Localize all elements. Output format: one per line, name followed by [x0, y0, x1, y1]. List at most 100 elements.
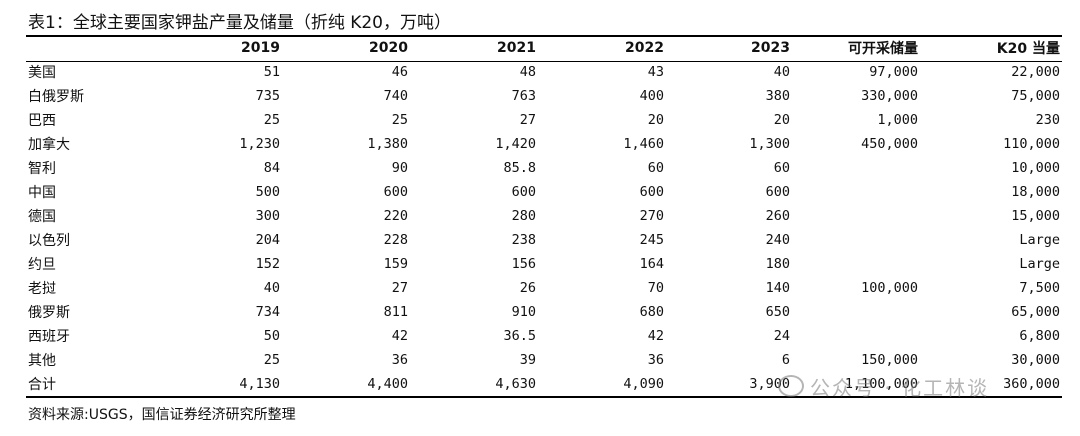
- value-cell: 27: [391, 280, 408, 296]
- value-cell: 36: [391, 352, 408, 368]
- value-cell: 228: [383, 232, 408, 248]
- table-row: 老挝 40 27 26 70 140 100,000 7,500: [28, 276, 1060, 300]
- table-row: 美国 51 46 48 43 40 97,000 22,000: [28, 60, 1060, 84]
- value-cell: 3,900: [749, 376, 790, 392]
- value-cell: 156: [511, 256, 536, 272]
- value-cell: 300: [255, 208, 280, 224]
- value-cell: 1,300: [749, 136, 790, 152]
- value-cell: 220: [383, 208, 408, 224]
- value-cell: 240: [765, 232, 790, 248]
- value-cell: 60: [647, 160, 664, 176]
- value-cell: 50: [263, 328, 280, 344]
- country-cell: 以色列: [28, 233, 70, 249]
- value-cell: 39: [519, 352, 536, 368]
- value-cell: 6,800: [1019, 328, 1060, 344]
- value-cell: 6: [781, 352, 790, 368]
- value-cell: 10,000: [1011, 160, 1060, 176]
- value-cell: 20: [647, 112, 664, 128]
- value-cell: 360,000: [1003, 376, 1060, 392]
- value-cell: 600: [383, 184, 408, 200]
- country-cell: 巴西: [28, 113, 56, 129]
- value-cell: 4,090: [623, 376, 664, 392]
- value-cell: 164: [639, 256, 664, 272]
- table-row: 智利 84 90 85.8 60 60 10,000: [28, 156, 1060, 180]
- value-cell: 40: [263, 280, 280, 296]
- value-cell: 270: [639, 208, 664, 224]
- value-cell: 20: [773, 112, 790, 128]
- header-cell: 2019: [241, 40, 280, 56]
- header-cell: 可开采储量: [848, 41, 918, 57]
- value-cell: 763: [511, 88, 536, 104]
- value-cell: 48: [519, 64, 536, 80]
- value-cell: 159: [383, 256, 408, 272]
- value-cell: 1,420: [495, 136, 536, 152]
- table-row: 德国 300 220 280 270 260 15,000: [28, 204, 1060, 228]
- country-cell: 老挝: [28, 281, 56, 297]
- value-cell: 811: [383, 304, 408, 320]
- value-cell: 1,460: [623, 136, 664, 152]
- value-cell: 910: [511, 304, 536, 320]
- value-cell: 18,000: [1011, 184, 1060, 200]
- value-cell: 260: [765, 208, 790, 224]
- table-row: 俄罗斯 734 811 910 680 650 65,000: [28, 300, 1060, 324]
- value-cell: 25: [391, 112, 408, 128]
- value-cell: 84: [263, 160, 280, 176]
- value-cell: 36.5: [503, 328, 536, 344]
- country-cell: 约旦: [28, 257, 56, 273]
- value-cell: 230: [1035, 112, 1060, 128]
- value-cell: 60: [773, 160, 790, 176]
- value-cell: 36: [647, 352, 664, 368]
- value-cell: 735: [255, 88, 280, 104]
- country-cell: 加拿大: [28, 137, 70, 153]
- table-row: 中国 500 600 600 600 600 18,000: [28, 180, 1060, 204]
- value-cell: 42: [391, 328, 408, 344]
- value-cell: 680: [639, 304, 664, 320]
- value-cell: 25: [263, 352, 280, 368]
- value-cell: 27: [519, 112, 536, 128]
- value-cell: 110,000: [1003, 136, 1060, 152]
- value-cell: [790, 324, 918, 348]
- value-cell: 85.8: [503, 160, 536, 176]
- value-cell: 600: [511, 184, 536, 200]
- table-row: 以色列 204 228 238 245 240 Large: [28, 228, 1060, 252]
- value-cell: 90: [391, 160, 408, 176]
- table-row: 巴西 25 25 27 20 20 1,000 230: [28, 108, 1060, 132]
- value-cell: [790, 180, 918, 204]
- value-cell: 734: [255, 304, 280, 320]
- value-cell: [790, 156, 918, 180]
- table-row: 其他 25 36 39 36 6 150,000 30,000: [28, 348, 1060, 372]
- value-cell: 40: [773, 64, 790, 80]
- value-cell: 1,100,000: [844, 376, 918, 392]
- value-cell: 740: [383, 88, 408, 104]
- country-cell: 其他: [28, 353, 56, 369]
- value-cell: 600: [639, 184, 664, 200]
- watermark: 公众号 · 化工林谈: [778, 372, 989, 401]
- value-cell: 140: [765, 280, 790, 296]
- country-cell: 西班牙: [28, 329, 70, 345]
- value-cell: 450,000: [861, 136, 918, 152]
- value-cell: 4,130: [239, 376, 280, 392]
- value-cell: 400: [639, 88, 664, 104]
- value-cell: [790, 252, 918, 276]
- source-note: 资料来源:USGS，国信证券经济研究所整理: [28, 407, 296, 423]
- value-cell: [790, 300, 918, 324]
- country-cell: 美国: [28, 65, 56, 81]
- country-cell: 俄罗斯: [28, 305, 70, 321]
- country-cell: 合计: [28, 377, 56, 393]
- value-cell: [790, 204, 918, 228]
- bottom-rule: [26, 396, 1062, 398]
- value-cell: 15,000: [1011, 208, 1060, 224]
- value-cell: 650: [765, 304, 790, 320]
- value-cell: 75,000: [1011, 88, 1060, 104]
- value-cell: 43: [647, 64, 664, 80]
- value-cell: 238: [511, 232, 536, 248]
- header-cell: K20 当量: [996, 41, 1060, 57]
- value-cell: Large: [1019, 232, 1060, 248]
- wechat-logo-icon: [778, 375, 804, 397]
- country-cell: 德国: [28, 209, 56, 225]
- header-cell: 2023: [751, 40, 790, 56]
- country-cell: 白俄罗斯: [28, 89, 84, 105]
- potash-table: 2019 2020 2021 2022 2023 可开采储量 K20 当量 美国 51 46 48…: [28, 36, 1060, 396]
- value-cell: 97,000: [869, 64, 918, 80]
- table-row: 约旦 152 159 156 164 180 Large: [28, 252, 1060, 276]
